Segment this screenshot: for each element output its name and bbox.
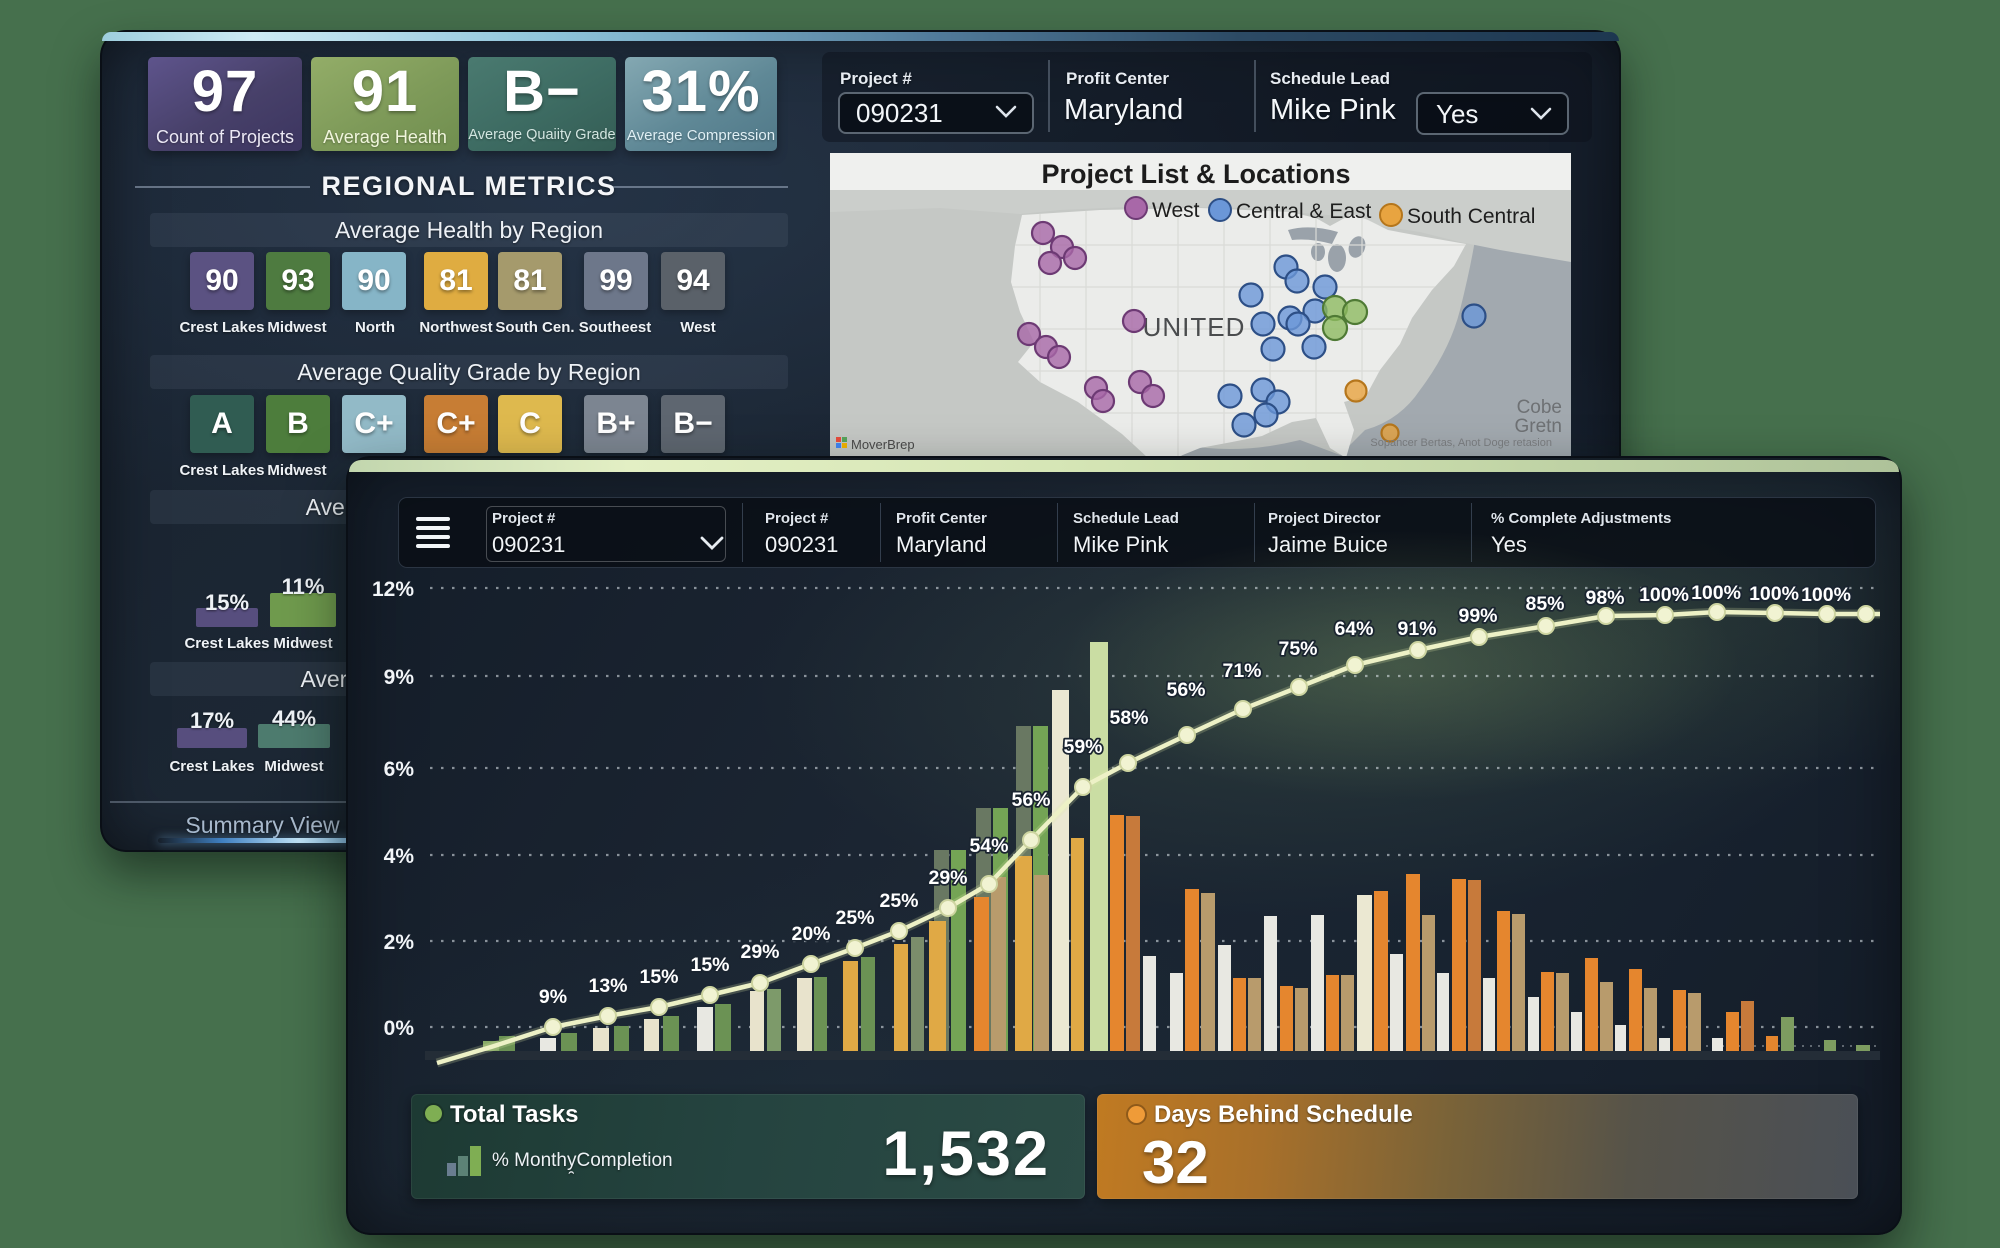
svg-text:25%: 25% [879,890,918,912]
svg-text:15%: 15% [639,966,678,988]
svg-text:100%: 100% [1749,583,1799,605]
svg-text:56%: 56% [1011,789,1050,811]
svg-text:15%: 15% [690,954,729,976]
svg-text:20%: 20% [791,923,830,945]
svg-text:85%: 85% [1525,593,1564,615]
svg-text:Central & East: Central & East [1236,200,1372,223]
svg-text:54%: 54% [969,835,1008,857]
svg-text:12%: 12% [372,578,414,601]
svg-text:9%: 9% [384,666,415,689]
svg-text:100%: 100% [1801,584,1851,606]
svg-text:100%: 100% [1639,584,1689,606]
svg-text:13%: 13% [588,975,627,997]
svg-text:9%: 9% [539,986,567,1008]
svg-text:99%: 99% [1458,605,1497,627]
svg-text:2%: 2% [384,931,415,954]
svg-text:West: West [1152,199,1200,222]
svg-text:91%: 91% [1397,618,1436,640]
svg-text:25%: 25% [835,907,874,929]
svg-text:UNITED: UNITED [1143,312,1246,342]
svg-text:58%: 58% [1109,707,1148,729]
svg-text:71%: 71% [1222,660,1261,682]
svg-text:0%: 0% [384,1017,415,1040]
svg-text:56%: 56% [1166,679,1205,701]
svg-text:98%: 98% [1585,587,1624,609]
svg-text:MoverBrep: MoverBrep [851,437,915,452]
svg-text:Gretn: Gretn [1514,416,1562,437]
svg-text:75%: 75% [1278,638,1317,660]
svg-text:South Central: South Central [1407,205,1535,228]
svg-text:29%: 29% [740,941,779,963]
svg-text:4%: 4% [384,845,415,868]
svg-text:Sopancer Bertas, Anot Doge ret: Sopancer Bertas, Anot Doge retasion [1370,437,1552,449]
svg-text:29%: 29% [928,867,967,889]
svg-text:6%: 6% [384,758,415,781]
svg-text:Cobe: Cobe [1517,397,1562,418]
svg-text:100%: 100% [1691,582,1741,604]
svg-text:59%: 59% [1063,736,1102,758]
svg-text:Project List & Locations: Project List & Locations [1041,159,1350,189]
svg-text:64%: 64% [1334,618,1373,640]
